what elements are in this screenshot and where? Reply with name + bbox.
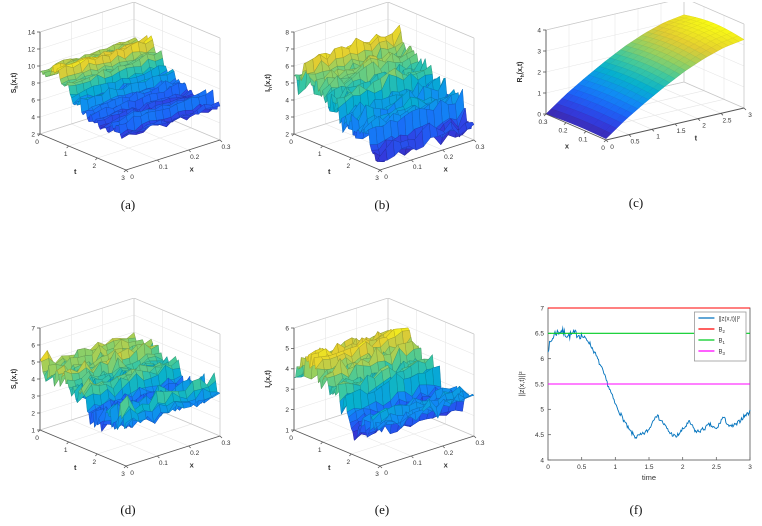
line-plot-f (512, 298, 758, 490)
panel-c: (c) (512, 2, 760, 211)
panel-e: (e) (258, 298, 506, 518)
surface-plot-a (4, 2, 248, 194)
panel-a: (a) (4, 2, 252, 213)
panel-b: (b) (258, 2, 506, 213)
panel-f: (f) (512, 298, 760, 518)
surface-plot-e (258, 298, 502, 490)
caption-f: (f) (629, 502, 643, 517)
caption-d: (d) (120, 502, 136, 517)
caption-a: (a) (120, 197, 136, 212)
surface-plot-d (4, 298, 248, 490)
caption-b: (b) (374, 197, 390, 212)
surface-plot-b (258, 2, 502, 194)
panel-d: (d) (4, 298, 252, 518)
caption-c: (c) (628, 195, 644, 210)
caption-e: (e) (374, 502, 390, 517)
surface-plot-c (512, 2, 758, 192)
